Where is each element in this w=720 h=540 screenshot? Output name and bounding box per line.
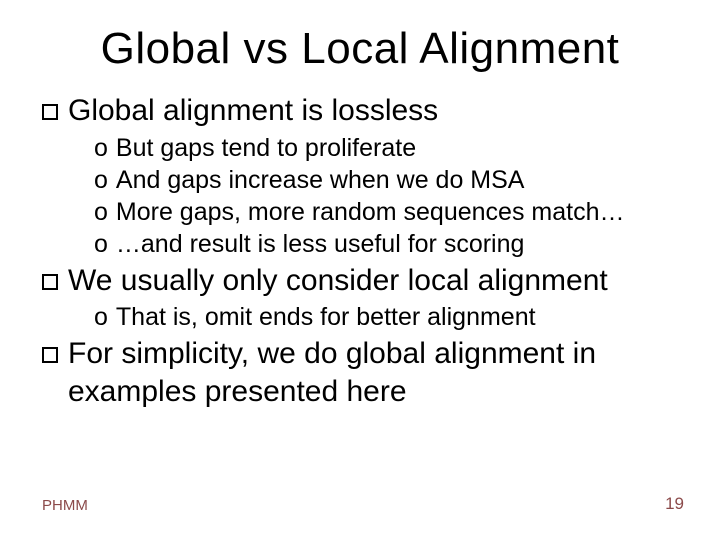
square-bullet-icon <box>42 347 58 363</box>
slide: Global vs Local Alignment Global alignme… <box>0 0 720 540</box>
circle-bullet-icon: o <box>94 132 108 164</box>
subbullet-text: …and result is less useful for scoring <box>116 228 525 260</box>
subbullet-text: But gaps tend to proliferate <box>116 132 416 164</box>
square-bullet-icon <box>42 274 58 290</box>
subbullet-random-match: o More gaps, more random sequences match… <box>94 196 690 228</box>
circle-bullet-icon: o <box>94 301 108 333</box>
bullet-text: Global alignment is lossless <box>68 92 438 130</box>
circle-bullet-icon: o <box>94 228 108 260</box>
footer-label: PHMM <box>42 497 88 514</box>
circle-bullet-icon: o <box>94 196 108 228</box>
subbullet-text: More gaps, more random sequences match… <box>116 196 625 228</box>
square-bullet-icon <box>42 104 58 120</box>
bullet-text: We usually only consider local alignment <box>68 262 608 300</box>
bullet-global-lossless: Global alignment is lossless <box>42 92 690 130</box>
bullet-text: For simplicity, we do global alignment i… <box>68 335 690 410</box>
subbullet-less-useful: o …and result is less useful for scoring <box>94 228 690 260</box>
subbullet-gaps-proliferate: o But gaps tend to proliferate <box>94 132 690 164</box>
circle-bullet-icon: o <box>94 164 108 196</box>
subbullet-gaps-increase-msa: o And gaps increase when we do MSA <box>94 164 690 196</box>
slide-title: Global vs Local Alignment <box>30 24 690 74</box>
subbullet-text: And gaps increase when we do MSA <box>116 164 525 196</box>
subbullet-text: That is, omit ends for better alignment <box>116 301 536 333</box>
slide-number: 19 <box>665 494 684 514</box>
bullet-local-alignment: We usually only consider local alignment <box>42 262 690 300</box>
bullet-simplicity-global: For simplicity, we do global alignment i… <box>42 335 690 410</box>
subbullet-omit-ends: o That is, omit ends for better alignmen… <box>94 301 690 333</box>
